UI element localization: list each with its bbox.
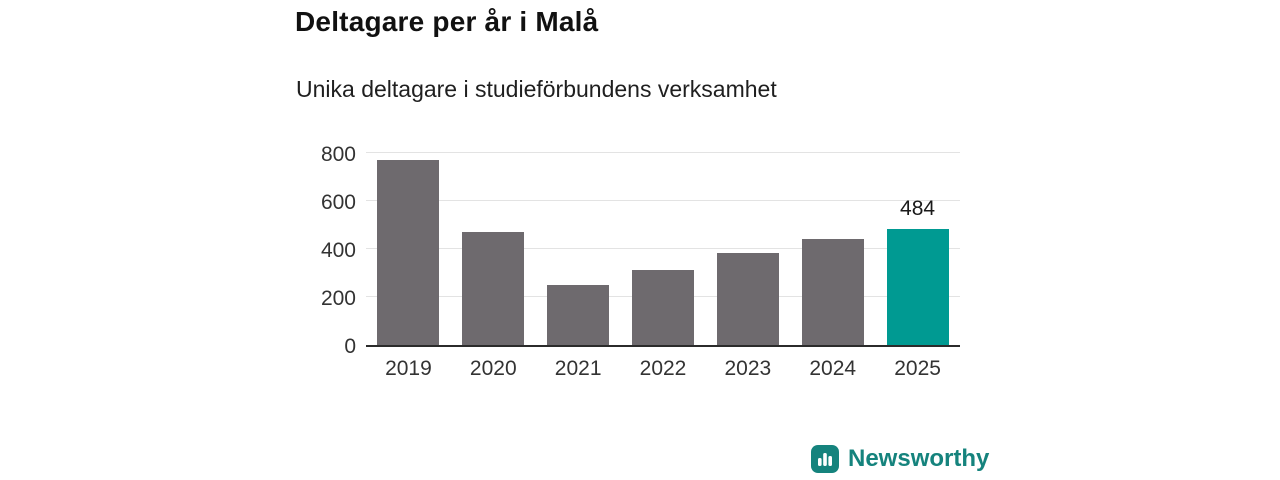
gridline	[366, 200, 960, 201]
bar-2019	[377, 160, 440, 345]
x-tick-label-2024: 2024	[809, 357, 857, 380]
brand-name: Newsworthy	[848, 445, 990, 472]
y-tick-label: 800	[320, 143, 356, 166]
plot-area: 2019 2020 2021 2022 2023 2024 484 2025	[366, 152, 960, 380]
chart-subtitle: Unika deltagare i studieförbundens verks…	[296, 76, 777, 102]
x-tick-label-2019: 2019	[385, 357, 432, 380]
y-tick-label: 200	[320, 287, 356, 310]
x-tick-label-2022: 2022	[639, 357, 687, 380]
x-tick-label-2025: 2025	[894, 357, 941, 380]
y-tick-label: 0	[344, 335, 356, 358]
newsworthy-logo-icon	[810, 444, 840, 474]
bar-band-2025: 484 2025	[875, 155, 960, 380]
x-tick-label-2023: 2023	[724, 357, 772, 380]
bar-band-2022: 2022	[621, 155, 706, 380]
chart-title: Deltagare per år i Malå	[295, 6, 599, 37]
bar-band-2023: 2023	[705, 155, 790, 380]
bar-2023	[716, 252, 779, 345]
bar-band-2021: 2021	[536, 155, 621, 380]
branding: Newsworthy	[810, 444, 989, 474]
bar-2022	[632, 270, 694, 345]
bar-band-2020: 2020	[451, 155, 536, 380]
gridline	[366, 248, 960, 249]
bar-bands: 2019 2020 2021 2022 2023 2024 484 2025	[366, 155, 960, 380]
x-tick-label-2021: 2021	[554, 357, 602, 380]
bar-2024	[801, 238, 864, 345]
bar-2021	[547, 285, 610, 345]
bar-band-2024: 2024	[790, 155, 875, 380]
x-tick-label-2020: 2020	[469, 357, 517, 380]
bar-2020	[462, 232, 525, 345]
y-tick-label: 600	[320, 191, 356, 214]
y-axis: 0 200 400 600 800	[296, 143, 356, 358]
bar-value-label-2025: 484	[900, 196, 936, 220]
bar-band-2019: 2019	[366, 155, 451, 380]
y-tick-label: 400	[320, 239, 356, 262]
bar-2025	[886, 228, 949, 345]
gridline	[366, 152, 960, 153]
